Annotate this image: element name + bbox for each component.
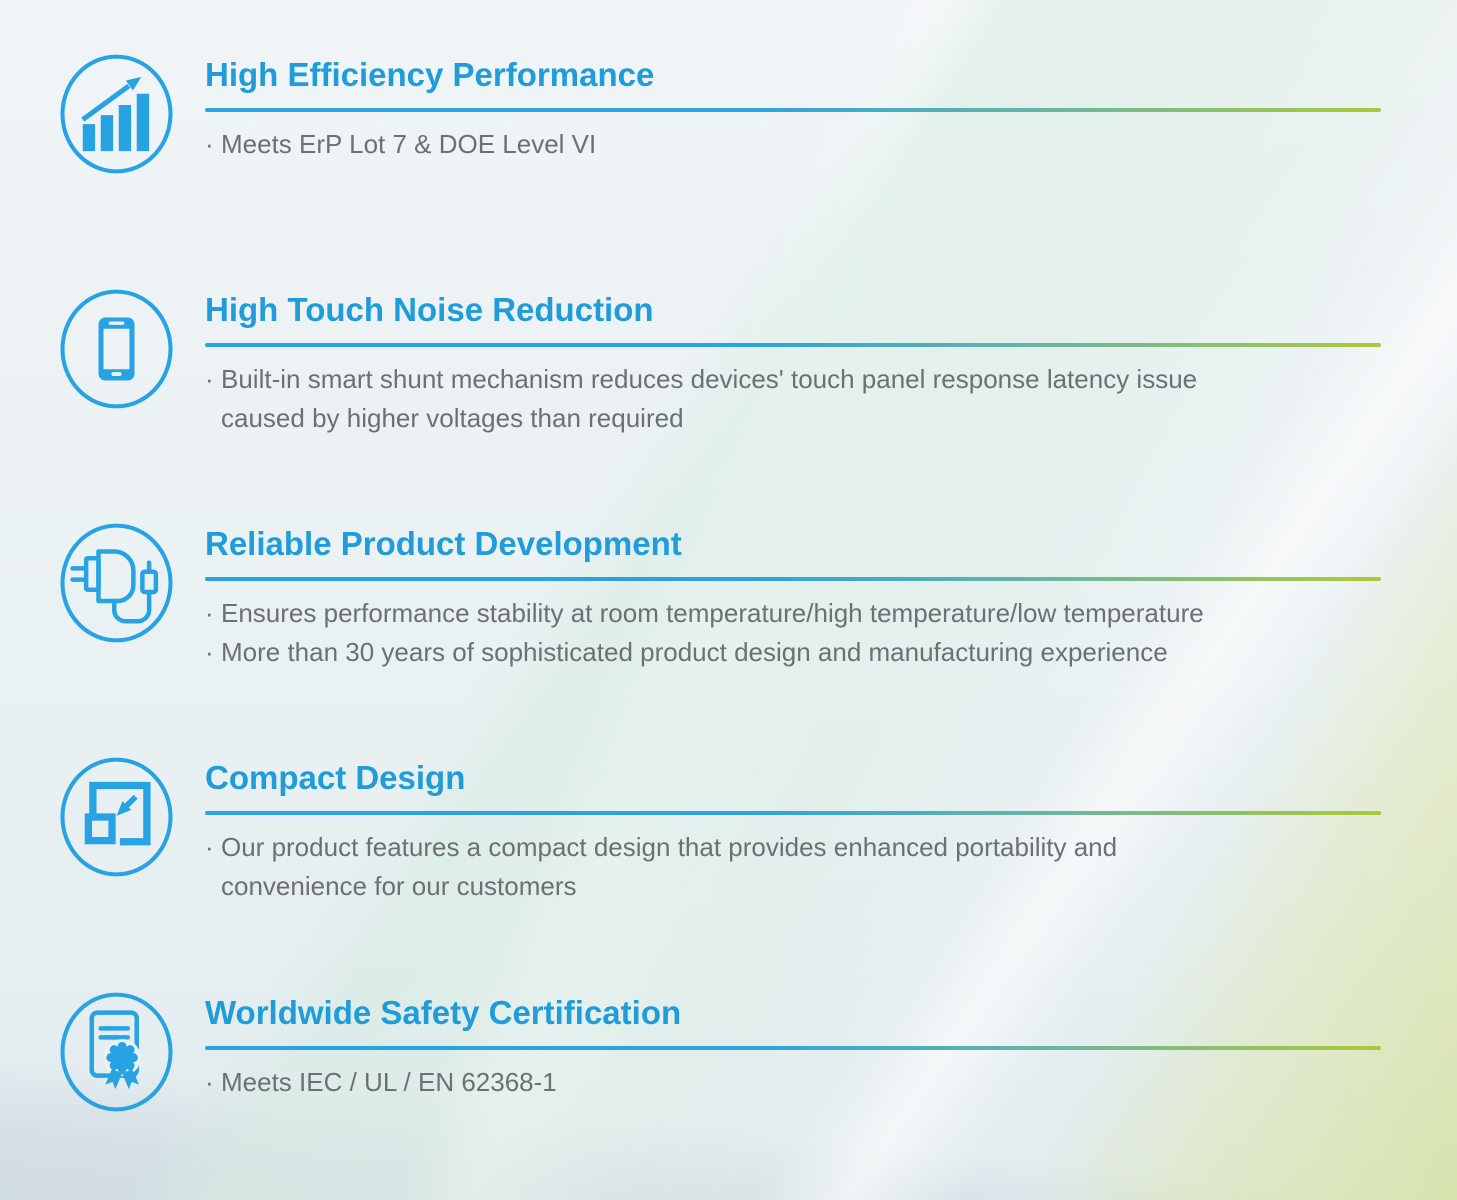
bullet-text: Built-in smart shunt mechanism reduces d… (221, 364, 1198, 433)
growth-chart-icon (58, 52, 175, 176)
bullet-item: · More than 30 years of sophisticated pr… (205, 633, 1381, 672)
bullet-dot: · (205, 364, 214, 394)
feature-title: High Touch Noise Reduction (205, 291, 654, 328)
feature-section-safety-certification: Worldwide Safety Certification · Meets I… (58, 990, 1381, 1112)
feature-title: Compact Design (205, 759, 466, 796)
bullet-dot: · (205, 637, 214, 667)
bullet-text: Our product features a compact design th… (221, 832, 1118, 901)
bullet-text: Meets IEC / UL / EN 62368-1 (221, 1067, 557, 1097)
title-underline (205, 108, 1381, 112)
title-underline (205, 811, 1381, 815)
feature-title: High Efficiency Performance (205, 56, 655, 93)
bullet-item: · Ensures performance stability at room … (205, 594, 1381, 633)
bullet-dot: · (205, 1067, 214, 1097)
feature-section-touch-noise: High Touch Noise Reduction · Built-in sm… (58, 287, 1381, 438)
bullet-text: Ensures performance stability at room te… (221, 598, 1204, 628)
bullet-text: More than 30 years of sophisticated prod… (221, 637, 1168, 667)
title-underline (205, 343, 1381, 347)
bullet-item: · Our product features a compact design … (205, 828, 1381, 906)
feature-section-high-efficiency: High Efficiency Performance · Meets ErP … (58, 52, 1381, 174)
bullet-item: · Meets IEC / UL / EN 62368-1 (205, 1063, 1381, 1102)
bullet-item: · Meets ErP Lot 7 & DOE Level VI (205, 125, 1381, 164)
bullet-dot: · (205, 832, 214, 862)
bullet-item: · Built-in smart shunt mechanism reduces… (205, 360, 1381, 438)
power-adapter-icon (58, 521, 175, 645)
bullet-text: Meets ErP Lot 7 & DOE Level VI (221, 129, 597, 159)
compact-resize-icon (58, 755, 175, 879)
certificate-icon (58, 990, 175, 1114)
feature-section-compact-design: Compact Design · Our product features a … (58, 755, 1381, 906)
feature-section-reliable-development: Reliable Product Development · Ensures p… (58, 521, 1381, 672)
feature-title: Worldwide Safety Certification (205, 994, 682, 1031)
bullet-dot: · (205, 598, 214, 628)
title-underline (205, 1046, 1381, 1050)
feature-title: Reliable Product Development (205, 525, 682, 562)
smartphone-icon (58, 287, 175, 411)
bullet-dot: · (205, 129, 214, 159)
title-underline (205, 577, 1381, 581)
